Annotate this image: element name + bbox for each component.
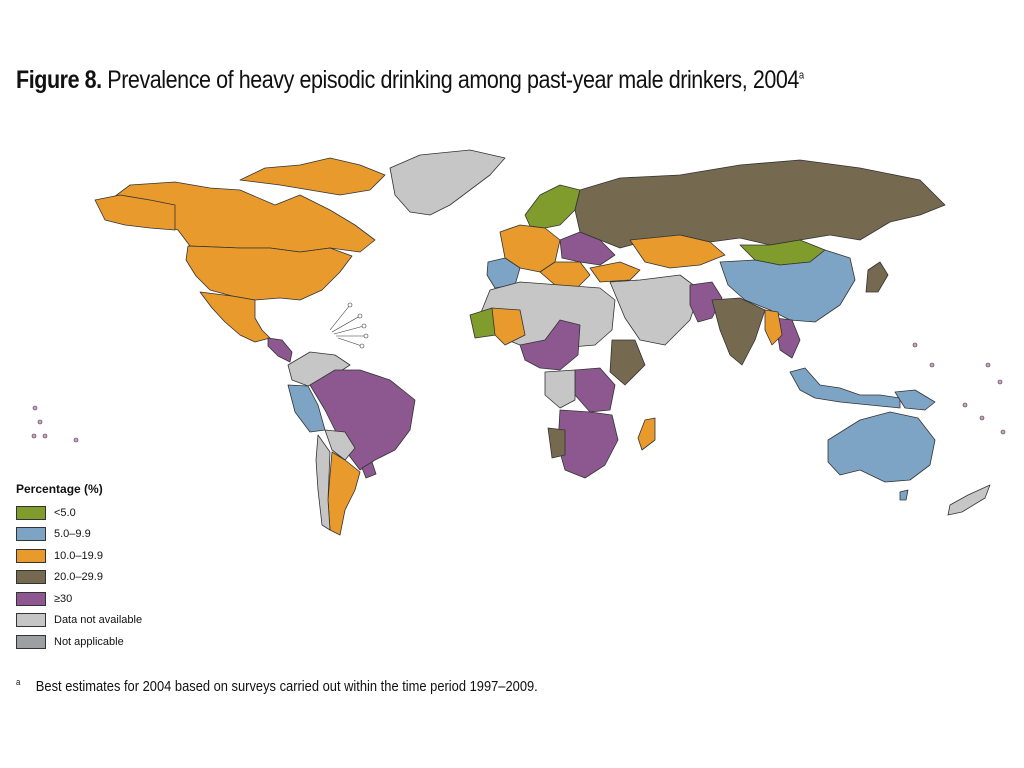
legend-label: ≥30	[54, 592, 73, 605]
legend-label: Not applicable	[54, 635, 124, 648]
callout-line	[329, 304, 351, 331]
region-central-america	[267, 337, 293, 363]
legend-swatch	[16, 591, 46, 606]
region-australia	[827, 411, 936, 483]
legend-label: <5.0	[54, 506, 76, 519]
figure-title-text: Prevalence of heavy episodic drinking am…	[107, 66, 799, 94]
region-scandinavia	[524, 184, 581, 229]
region-chile	[315, 434, 331, 531]
region-congo	[544, 369, 576, 409]
region-usa	[185, 245, 353, 301]
callout-line	[333, 325, 365, 335]
region-canada	[109, 181, 376, 253]
region-brazil	[309, 369, 416, 471]
legend-swatch	[16, 548, 46, 563]
footnote-mark: a	[16, 677, 21, 687]
footnote-marker: a	[798, 69, 804, 82]
island-dot	[929, 362, 935, 368]
island-dot	[985, 362, 991, 368]
legend-item: Data not available	[16, 610, 216, 632]
region-uruguay	[361, 461, 377, 479]
callout-line	[337, 337, 363, 347]
callout-dot	[359, 343, 365, 349]
region-kazakhstan	[629, 234, 726, 269]
legend-swatch	[16, 613, 46, 628]
region-argentina	[327, 451, 361, 536]
region-namibia	[547, 427, 566, 459]
callout-dot	[363, 333, 369, 339]
legend-item: 10.0–19.9	[16, 545, 216, 567]
callout-dot	[361, 323, 367, 329]
island-dot	[73, 437, 79, 443]
island-dot	[997, 379, 1003, 385]
region-horn-of-africa	[609, 339, 646, 386]
footnote-text: Best estimates for 2004 based on surveys…	[35, 678, 538, 695]
region-middle-east	[609, 274, 701, 346]
callout-dot	[347, 302, 353, 308]
legend-swatch	[16, 570, 46, 585]
island-dot	[962, 402, 968, 408]
region-central-west-africa	[519, 319, 581, 371]
region-myanmar	[764, 309, 783, 346]
region-east-africa	[574, 367, 616, 413]
island-dot	[1000, 429, 1006, 435]
legend-label: Data not available	[54, 614, 143, 627]
callout-line	[331, 315, 361, 333]
region-southern-africa	[557, 409, 619, 479]
legend-swatch	[16, 527, 46, 542]
region-turkey	[589, 261, 641, 283]
region-madagascar	[637, 417, 656, 451]
region-arctic-islands	[239, 157, 386, 196]
map-legend: Percentage (%) <5.0 5.0–9.9 10.0–19.9 20.0–…	[16, 482, 216, 653]
island-dot	[31, 433, 37, 439]
legend-item: ≥30	[16, 588, 216, 610]
region-tasmania	[899, 489, 909, 501]
legend-item: Not applicable	[16, 631, 216, 653]
legend-item: 5.0–9.9	[16, 524, 216, 546]
footnote: a Best estimates for 2004 based on survey…	[16, 677, 538, 695]
region-bolivia	[324, 429, 356, 461]
region-papua	[894, 389, 936, 411]
region-new-zealand	[947, 484, 991, 516]
region-pakistan	[689, 281, 723, 323]
legend-label: 20.0–29.9	[54, 571, 103, 584]
region-west-africa	[491, 307, 526, 346]
island-dot	[37, 419, 43, 425]
island-dot	[912, 342, 918, 348]
region-india	[711, 297, 766, 366]
region-greenland	[389, 149, 506, 216]
region-alaska	[94, 194, 176, 231]
legend-items: <5.0 5.0–9.9 10.0–19.9 20.0–29.9 ≥30 Data not…	[16, 502, 216, 653]
region-southeast-asia	[774, 317, 801, 359]
region-russia	[574, 159, 946, 249]
legend-title: Percentage (%)	[16, 482, 103, 496]
island-dot	[32, 405, 38, 411]
region-indonesia	[789, 367, 901, 409]
region-japan	[865, 261, 889, 293]
island-dot	[42, 433, 48, 439]
figure-title: Figure 8. Prevalence of heavy episodic d…	[16, 66, 804, 95]
legend-label: 5.0–9.9	[54, 528, 91, 541]
figure-label: Figure 8.	[16, 66, 102, 94]
legend-swatch	[16, 505, 46, 520]
callout-dot	[357, 313, 363, 319]
legend-item: <5.0	[16, 502, 216, 524]
legend-item: 20.0–29.9	[16, 567, 216, 589]
island-dot	[979, 415, 985, 421]
legend-swatch	[16, 634, 46, 649]
legend-label: 10.0–19.9	[54, 549, 103, 562]
region-china	[719, 249, 856, 323]
